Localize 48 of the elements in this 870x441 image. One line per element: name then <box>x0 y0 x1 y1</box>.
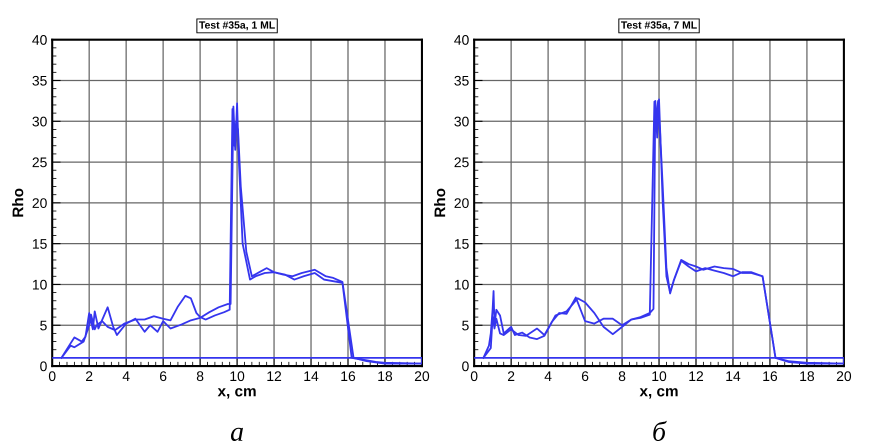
y-tick-label: 0 <box>40 361 47 372</box>
x-tick-label: 4 <box>544 371 552 381</box>
y-axis-title: Rho <box>12 188 24 217</box>
x-tick-label: 6 <box>160 371 166 382</box>
x-tick-label: 8 <box>618 371 626 382</box>
y-tick-label: 5 <box>462 320 469 330</box>
y-tick-label: 30 <box>454 116 469 126</box>
y-tick-label: 20 <box>454 198 469 208</box>
x-tick-label: 10 <box>652 371 666 382</box>
x-tick-label: 10 <box>230 371 244 382</box>
y-tick-label: 35 <box>32 76 47 86</box>
y-tick-label: 30 <box>32 116 47 126</box>
x-tick-label: 12 <box>267 371 282 381</box>
y-tick-label: 25 <box>454 157 469 168</box>
x-tick-label: 18 <box>378 371 392 382</box>
x-tick-label: 0 <box>470 371 478 382</box>
chart-title: Test #35a, 7 ML <box>621 21 697 30</box>
y-axis-title: Rho <box>434 188 446 217</box>
text: б <box>653 420 667 441</box>
x-tick-label: 20 <box>414 371 430 382</box>
y-tick-label: 10 <box>32 280 47 290</box>
x-tick-label: 12 <box>689 371 704 381</box>
x-tick-label: 0 <box>48 371 56 382</box>
y-tick-label: 15 <box>32 239 47 249</box>
x-tick-label: 6 <box>582 371 588 382</box>
y-tick-label: 25 <box>32 157 47 168</box>
x-tick-label: 2 <box>86 371 92 381</box>
y-tick-label: 10 <box>454 280 469 290</box>
y-tick-label: 40 <box>454 35 469 45</box>
x-tick-label: 2 <box>508 371 514 381</box>
y-tick-label: 0 <box>462 361 469 372</box>
text: а <box>230 428 243 441</box>
x-axis-title: x, cm <box>218 388 256 399</box>
x-tick-label: 16 <box>763 371 778 382</box>
y-tick-label: 15 <box>454 239 469 249</box>
y-tick-label: 20 <box>32 198 47 208</box>
chart-title: Test #35a, 1 ML <box>199 21 275 30</box>
x-tick-label: 14 <box>726 371 740 381</box>
x-tick-label: 14 <box>304 371 318 381</box>
x-tick-label: 4 <box>122 371 130 381</box>
x-tick-label: 8 <box>196 371 204 382</box>
x-tick-label: 20 <box>836 371 852 382</box>
x-axis-title: x, cm <box>640 388 678 399</box>
y-tick-label: 35 <box>454 76 469 86</box>
x-tick-label: 16 <box>341 371 356 382</box>
y-tick-label: 5 <box>40 320 47 330</box>
y-tick-label: 40 <box>32 35 47 45</box>
x-tick-label: 18 <box>800 371 814 382</box>
